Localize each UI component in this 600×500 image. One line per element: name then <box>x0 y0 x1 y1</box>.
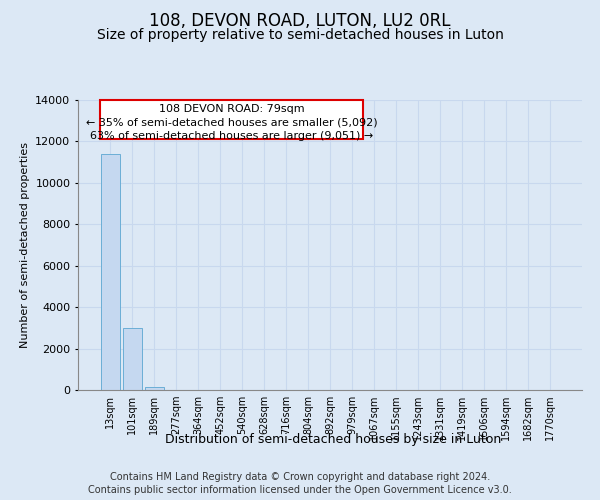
Y-axis label: Number of semi-detached properties: Number of semi-detached properties <box>20 142 29 348</box>
Text: Contains public sector information licensed under the Open Government Licence v3: Contains public sector information licen… <box>88 485 512 495</box>
Text: Distribution of semi-detached houses by size in Luton: Distribution of semi-detached houses by … <box>165 432 501 446</box>
Text: 108, DEVON ROAD, LUTON, LU2 0RL: 108, DEVON ROAD, LUTON, LU2 0RL <box>149 12 451 30</box>
Bar <box>123 328 142 390</box>
Bar <box>101 154 119 390</box>
Text: Size of property relative to semi-detached houses in Luton: Size of property relative to semi-detach… <box>97 28 503 42</box>
Text: 108 DEVON ROAD: 79sqm
← 35% of semi-detached houses are smaller (5,092)
63% of s: 108 DEVON ROAD: 79sqm ← 35% of semi-deta… <box>86 104 377 141</box>
FancyBboxPatch shape <box>100 100 363 140</box>
Bar <box>145 387 164 390</box>
Text: Contains HM Land Registry data © Crown copyright and database right 2024.: Contains HM Land Registry data © Crown c… <box>110 472 490 482</box>
